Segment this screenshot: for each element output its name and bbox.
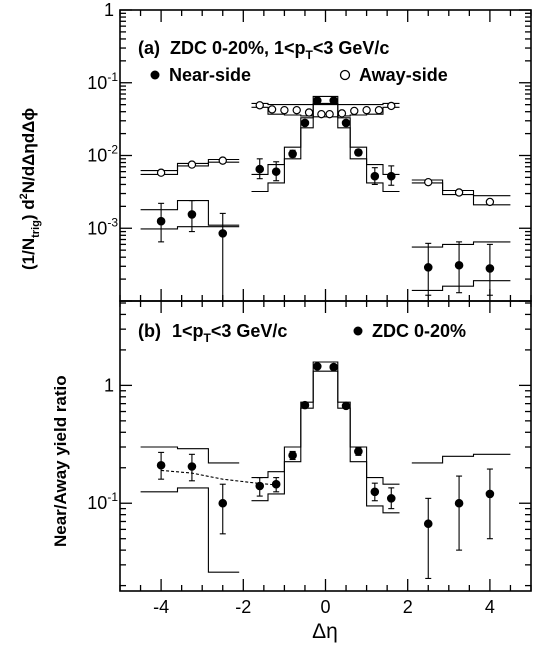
panel-a-label: (a) [138,38,160,58]
legend-zdc-marker [354,327,363,336]
panel-b-y-tick-label: 1 [104,375,114,395]
panel-a-near-side-point [313,97,321,105]
panel-a-away-side-point [293,107,300,114]
panel-b-y-tick-label: 10-1 [87,490,118,513]
panel-a-away-side-point [219,157,226,164]
panel-a-away-side-point [455,189,462,196]
panel-a-near-side-point [387,172,395,180]
panel-a-away-side-point [326,111,333,118]
panel-a-near-side-point [424,263,432,271]
panel-b-zdc-0-20-point [272,480,280,488]
panel-b-x-tick-label: -2 [235,597,251,617]
panel-a-near-side-point [188,211,196,219]
panel-a-away-side-point [351,107,358,114]
panel-b-label: (b) [138,321,161,341]
panel-a-near-side-point [455,261,463,269]
panel-b-zdc-0-20-point [301,401,309,409]
legend-away-side-marker [341,71,350,80]
systematic-band-1 [141,447,240,463]
panel-b-zdc-0-20-point [330,363,338,371]
panel-a-y-axis-title: (1/Ntrig) d2N/dΔηdΔϕ [18,108,42,270]
x-axis-title: Δη [312,620,338,643]
panel-b-zdc-0-20-point [424,520,432,528]
panel-a-y-tick-label: 10-1 [87,70,118,93]
panel-a-y-tick-label: 10-2 [87,143,118,166]
panel-a-away-side-point [318,111,325,118]
panel-a-away-side-point [338,110,345,117]
panel-a-data-points [157,97,494,273]
panel-a-away-side-point [425,179,432,186]
panel-a-near-side-point [157,217,165,225]
systematic-band-11 [412,242,511,247]
panel-a-title: ZDC 0-20%, 1<pT<3 GeV/c [170,38,389,62]
panel-b-zdc-0-20-point [157,461,165,469]
panel-a-near-side-point [301,119,309,127]
panel-b-ticks: 1 10-1 -4 -2 0 2 4 [87,301,531,617]
systematic-band-5 [412,454,511,463]
panel-a-near-side-point [371,172,379,180]
panel-a-away-side-point [268,106,275,113]
panel-b-zdc-0-20-point [455,499,463,507]
panel-b-zdc-0-20-point [486,490,494,498]
panel-a-near-away-correlation: 1 10-1 10-2 10-3 (a) ZDC 0-20%, 1<pT<3 GeV/… [18,0,531,301]
panel-b-zdc-0-20-point [256,482,264,490]
panel-b-zdc-0-20-point [188,463,196,471]
legend-zdc-label: ZDC 0-20% [372,321,466,341]
panel-a-y-tick-label: 1 [104,0,114,20]
panel-b-zdc-0-20-point [289,451,297,459]
legend-near-side-marker [151,71,160,80]
panel-a-away-side-point [363,107,370,114]
panel-a-near-side-point [342,119,350,127]
panel-b-zdc-0-20-point [371,488,379,496]
panel-b-x-tick-label: 4 [485,597,495,617]
panel-b-zdc-0-20-point [219,499,227,507]
panel-b-frame [120,301,531,591]
panel-a-near-side-point [289,150,297,158]
panel-a-away-side-point [281,107,288,114]
panel-b-x-tick-label: 0 [320,597,330,617]
panel-a-near-side-point [272,168,280,176]
panel-a-away-side-point [388,102,395,109]
legend-near-side-label: Near-side [169,65,251,85]
panel-a-away-side-point [486,198,493,205]
panel-a-away-side-point [305,109,312,116]
panel-b-y-axis-title: Near/Away yield ratio [51,375,70,547]
panel-a-near-side-point [219,229,227,237]
panel-a-y-tick-label: 10-3 [87,215,118,238]
panel-b-zdc-0-20-point [354,448,362,456]
panel-b-x-tick-label: 2 [403,597,413,617]
panel-a-away-side-point [375,107,382,114]
panel-a-near-side-point [256,165,264,173]
systematic-band-4 [141,227,240,229]
panel-a-away-side-point [158,169,165,176]
panel-a-away-side-point [256,102,263,109]
panel-a-near-side-point [330,97,338,105]
systematic-band-12 [412,281,511,291]
systematic-band-3 [252,362,400,484]
panel-b-yield-ratio: 110-1-4 -2 0 2 4 (b) 1<pT<3 GeV/c ZDC 0-20% … [51,301,531,643]
panel-b-zdc-0-20-point [387,494,395,502]
panel-b-data-points [157,362,494,527]
panel-b-zdc-0-20-point [342,402,350,410]
panel-b-x-tick-label: -4 [153,597,169,617]
panel-b-title: 1<pT<3 GeV/c [172,321,287,345]
panel-a-near-side-point [486,265,494,273]
panel-a-away-side-point [188,161,195,168]
panel-a-systematic-bands [141,96,511,290]
panel-a-near-side-point [354,149,362,157]
legend-away-side-label: Away-side [359,65,448,85]
panel-b-zdc-0-20-point [313,362,321,370]
